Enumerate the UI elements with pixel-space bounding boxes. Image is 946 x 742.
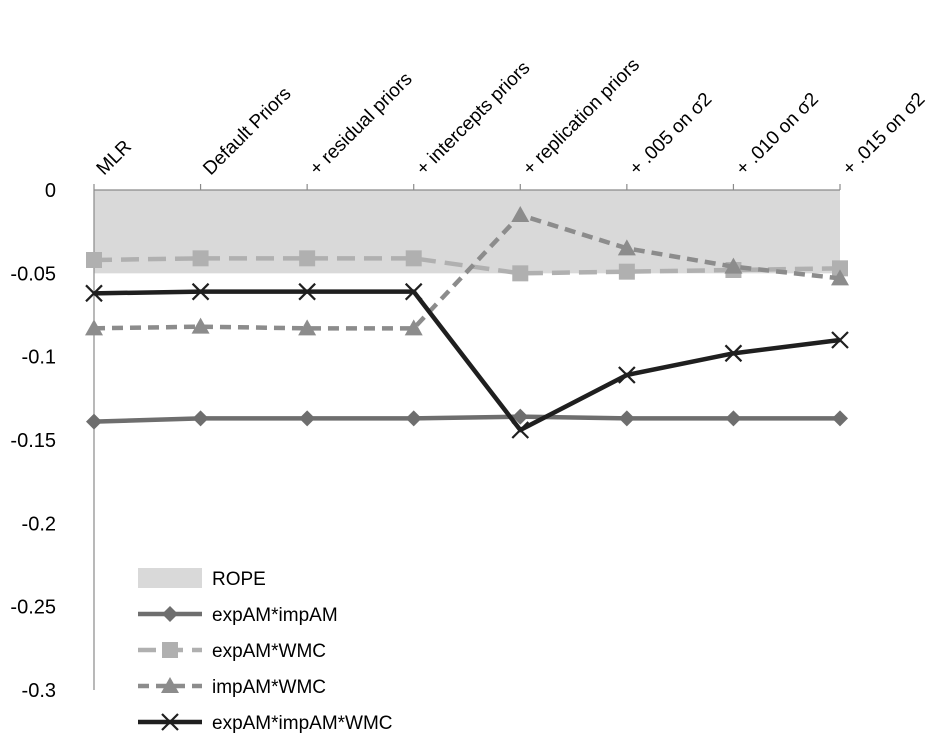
x-marker [161, 713, 179, 731]
diamond-marker [192, 410, 209, 427]
x-tick-label: + replication priors [519, 55, 644, 180]
diamond-marker [618, 410, 635, 427]
square-marker [299, 250, 316, 267]
diamond-marker [86, 413, 102, 430]
diamond-marker [405, 410, 422, 427]
x-tick-label: + intercepts priors [412, 58, 534, 180]
legend: ROPE expAM*impAM expAM*WMC impAM*WMC expAM*i… [138, 568, 393, 734]
square-marker [832, 260, 848, 277]
x-tick-label: + residual priors [306, 69, 417, 180]
x-tick-label: + .005 on σ2 [626, 89, 717, 180]
square-marker [405, 250, 422, 267]
x-marker [298, 282, 316, 301]
triangle-marker [298, 319, 317, 336]
legend-label: impAM*WMC [212, 677, 326, 698]
series-line [93, 212, 841, 331]
series-expam-impam [86, 408, 848, 430]
x-marker [831, 331, 849, 349]
square-marker [162, 642, 178, 658]
series-line [93, 289, 841, 433]
series-line [93, 256, 841, 276]
square-marker [512, 265, 529, 282]
triangle-marker [85, 319, 103, 336]
legend-label: expAM*WMC [212, 641, 326, 662]
y-tick-label: -0.25 [10, 597, 56, 619]
series-impam-wmc [85, 206, 849, 336]
diamond-marker [832, 410, 848, 427]
x-marker [404, 282, 423, 301]
y-tick-label: -0.1 [22, 347, 56, 369]
legend-label: expAM*impAM [212, 605, 338, 626]
triangle-marker [831, 269, 849, 286]
triangle-marker [404, 319, 423, 336]
legend-label: ROPE [212, 569, 266, 590]
y-tick-label: -0.05 [10, 263, 56, 285]
triangle-marker [161, 677, 179, 693]
square-marker [86, 252, 102, 268]
diamond-marker [512, 408, 529, 425]
y-tick-label: -0.15 [10, 430, 56, 452]
square-marker [192, 250, 209, 267]
triangle-marker [724, 257, 743, 274]
axes: MLR Default Priors + residual priors+ inte… [10, 55, 929, 702]
x-marker [618, 366, 636, 384]
series-layer [85, 206, 849, 439]
legend-label: expAM*impAM*WMC [212, 713, 393, 734]
y-tick-label: 0 [45, 180, 56, 202]
diamond-marker [162, 606, 178, 622]
diamond-marker [299, 410, 316, 427]
x-tick-label: MLR [93, 136, 136, 179]
triangle-marker [617, 239, 636, 256]
triangle-marker [191, 317, 210, 334]
diamond-marker [725, 410, 742, 427]
x-tick-label: + .010 on σ2 [732, 89, 823, 180]
x-marker [724, 344, 743, 363]
y-tick-label: -0.3 [22, 680, 56, 702]
legend-swatch-rope [138, 568, 202, 588]
x-marker [191, 282, 210, 301]
square-marker [618, 263, 635, 280]
y-tick-label: -0.2 [22, 513, 56, 535]
series-expam-impam-wmc [85, 282, 849, 439]
x-marker [511, 421, 530, 439]
x-tick-label: + .015 on σ2 [839, 89, 930, 180]
triangle-marker [511, 206, 530, 222]
x-marker [85, 284, 103, 303]
series-line [93, 414, 840, 424]
x-tick-label: Default Priors [199, 83, 295, 179]
